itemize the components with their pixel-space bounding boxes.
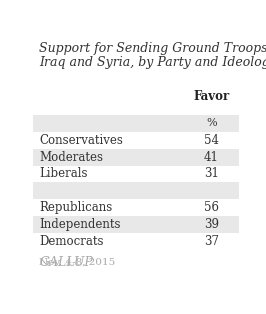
Text: Conservatives: Conservatives <box>39 133 123 147</box>
Text: Iraq and Syria, by Party and Ideology: Iraq and Syria, by Party and Ideology <box>39 56 266 69</box>
Bar <box>33 115 239 132</box>
Text: Democrats: Democrats <box>39 235 104 248</box>
Text: 31: 31 <box>204 167 219 181</box>
Text: 39: 39 <box>204 218 219 231</box>
Text: Independents: Independents <box>39 218 121 231</box>
Text: Support for Sending Ground Troops to: Support for Sending Ground Troops to <box>39 42 266 55</box>
Text: %: % <box>206 118 217 128</box>
Text: 56: 56 <box>204 201 219 214</box>
Text: Moderates: Moderates <box>39 150 103 164</box>
Bar <box>33 182 239 199</box>
Text: Favor: Favor <box>193 90 230 103</box>
Text: 54: 54 <box>204 133 219 147</box>
Text: 37: 37 <box>204 235 219 248</box>
Bar <box>33 149 239 165</box>
Text: 41: 41 <box>204 150 219 164</box>
Text: GALLUP: GALLUP <box>39 256 93 269</box>
Text: Republicans: Republicans <box>39 201 113 214</box>
Bar <box>33 216 239 233</box>
Text: Liberals: Liberals <box>39 167 88 181</box>
Text: Nov. 4-8, 2015: Nov. 4-8, 2015 <box>39 258 116 267</box>
